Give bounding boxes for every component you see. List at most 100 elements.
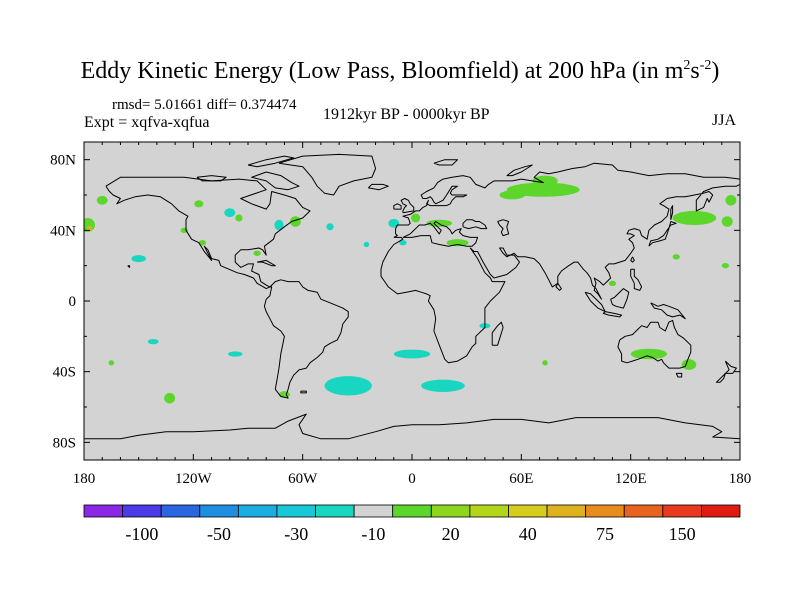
colorbar-swatch bbox=[546, 504, 587, 518]
anomaly-region-pos bbox=[253, 250, 261, 256]
coastline-ellesmere bbox=[247, 155, 295, 168]
colorbar-swatch bbox=[276, 504, 316, 518]
colorbar-swatch bbox=[199, 504, 239, 518]
colorbar-label: -10 bbox=[361, 524, 385, 544]
coastline-tasmania bbox=[675, 372, 683, 378]
title-superscript-2: -2 bbox=[699, 58, 712, 73]
lat-tick-label: 80N bbox=[50, 153, 76, 169]
coastline-south-america bbox=[263, 279, 349, 399]
coastlines bbox=[84, 153, 740, 440]
coastline-madagascar bbox=[491, 321, 504, 346]
anomaly-region-pos bbox=[725, 195, 737, 206]
anomaly-region-neg bbox=[421, 379, 465, 392]
plot-title: Eddy Kinetic Energy (Low Pass, Bloomfiel… bbox=[0, 58, 800, 85]
coastline-antarctica bbox=[84, 413, 740, 440]
anomaly-region-neg bbox=[399, 240, 407, 246]
colorbar-swatch bbox=[623, 504, 664, 518]
coastline-sri-lanka bbox=[555, 283, 562, 291]
anomaly-region-neg bbox=[324, 376, 372, 396]
title-close: ) bbox=[711, 58, 720, 84]
coastline-hawaii bbox=[127, 265, 131, 268]
anomaly-region-pos bbox=[198, 240, 207, 246]
coastline-borneo bbox=[610, 288, 630, 309]
lat-tick-label: 40S bbox=[53, 365, 76, 381]
coastline-novaya-zemlya bbox=[506, 164, 533, 177]
colorbar-swatch bbox=[353, 504, 394, 518]
rmsd-diff-stats: rmsd= 5.01661 diff= 0.374474 bbox=[112, 97, 297, 113]
anomaly-region-neg bbox=[227, 351, 243, 357]
coastline-philippines bbox=[630, 268, 643, 291]
coastline-falklands bbox=[300, 390, 307, 394]
colorbar-swatch bbox=[430, 504, 471, 518]
axis-ticks bbox=[83, 142, 741, 460]
anomaly-region-pos bbox=[194, 200, 204, 208]
lon-tick-label: 60E bbox=[509, 471, 533, 487]
lon-tick-label: 180 bbox=[73, 471, 96, 487]
title-superscript-1: 2 bbox=[683, 58, 691, 73]
coastline-japan bbox=[648, 221, 677, 247]
anomaly-region-pos bbox=[608, 280, 617, 286]
axis-labels: 80N 40N 0 40S 80S 180 120W 60W 0 60E 120E 180 bbox=[50, 153, 751, 487]
coastline-british-isles bbox=[400, 198, 415, 214]
anomaly-region-neg bbox=[131, 255, 146, 263]
colorbar-label: -30 bbox=[284, 524, 308, 544]
title-text: Eddy Kinetic Energy (Low Pass, Bloomfiel… bbox=[80, 58, 684, 84]
coastline-australia bbox=[617, 319, 692, 369]
title-unit-s: s bbox=[690, 58, 700, 84]
colorbar-label: -100 bbox=[125, 524, 158, 544]
anomaly-region-pos bbox=[96, 195, 108, 205]
colorbar-label: 40 bbox=[519, 524, 537, 544]
colorbar-swatch bbox=[469, 504, 509, 518]
coastline-new-zealand bbox=[715, 360, 737, 383]
anomaly-region-neg bbox=[388, 218, 400, 228]
anomaly-region-pos bbox=[542, 360, 548, 366]
coastline-caspian bbox=[497, 219, 510, 237]
colorbar bbox=[83, 504, 741, 518]
coastline-svalbard bbox=[433, 159, 459, 166]
time-period-label: 1912kyr BP - 0000kyr BP bbox=[323, 106, 490, 123]
anomaly-region-neg bbox=[326, 223, 334, 231]
lon-tick-label: 0 bbox=[408, 471, 416, 487]
lat-tick-label: 40N bbox=[50, 223, 76, 239]
lon-tick-label: 180 bbox=[729, 471, 752, 487]
anomaly-region-pos bbox=[672, 254, 680, 260]
colorbar-label: 150 bbox=[669, 524, 696, 544]
lon-tick-label: 60W bbox=[288, 471, 318, 487]
experiment-label: Expt = xqfva-xqfua bbox=[84, 114, 210, 131]
coastline-ireland bbox=[393, 203, 402, 210]
anomaly-region-neg bbox=[147, 338, 159, 345]
anomaly-region-neg bbox=[363, 241, 370, 248]
anomaly-region-neg bbox=[274, 219, 284, 231]
coastline-eurasia-africa bbox=[380, 162, 740, 364]
coastline-kamchatka-sakhalin bbox=[670, 205, 674, 220]
coastline-cuba bbox=[257, 259, 276, 267]
coastline-baffin bbox=[251, 171, 300, 191]
anomaly-region-pos bbox=[164, 392, 176, 404]
colorbar-swatch bbox=[315, 504, 355, 518]
colorbar-swatch bbox=[392, 504, 432, 518]
lon-tick-label: 120W bbox=[175, 471, 213, 487]
anomaly-region-pos bbox=[446, 239, 469, 247]
coastline-new-guinea bbox=[650, 302, 686, 320]
anomaly-region-pos bbox=[532, 175, 558, 187]
colorbar-swatch bbox=[83, 504, 123, 518]
coastline-java bbox=[602, 311, 623, 318]
lon-tick-label: 120E bbox=[615, 471, 647, 487]
anomaly-regions bbox=[84, 175, 737, 404]
anomaly-region-pos bbox=[411, 213, 421, 223]
anomaly-region-pos bbox=[108, 360, 115, 366]
colorbar-swatch bbox=[122, 504, 162, 518]
coastline-iceland bbox=[367, 183, 389, 191]
lat-tick-label: 80S bbox=[53, 435, 76, 451]
anomaly-region-pos bbox=[672, 210, 717, 226]
colorbar-swatch bbox=[237, 504, 278, 518]
anomaly-region-pos bbox=[289, 216, 301, 227]
coastline-taiwan bbox=[630, 256, 635, 263]
anomaly-region-neg bbox=[393, 349, 431, 359]
anomaly-region-neg bbox=[224, 208, 236, 218]
anomaly-region-pos bbox=[721, 263, 730, 269]
colorbar-swatch bbox=[662, 504, 702, 518]
colorbar-label: -50 bbox=[207, 524, 231, 544]
colorbar-label: 20 bbox=[442, 524, 460, 544]
